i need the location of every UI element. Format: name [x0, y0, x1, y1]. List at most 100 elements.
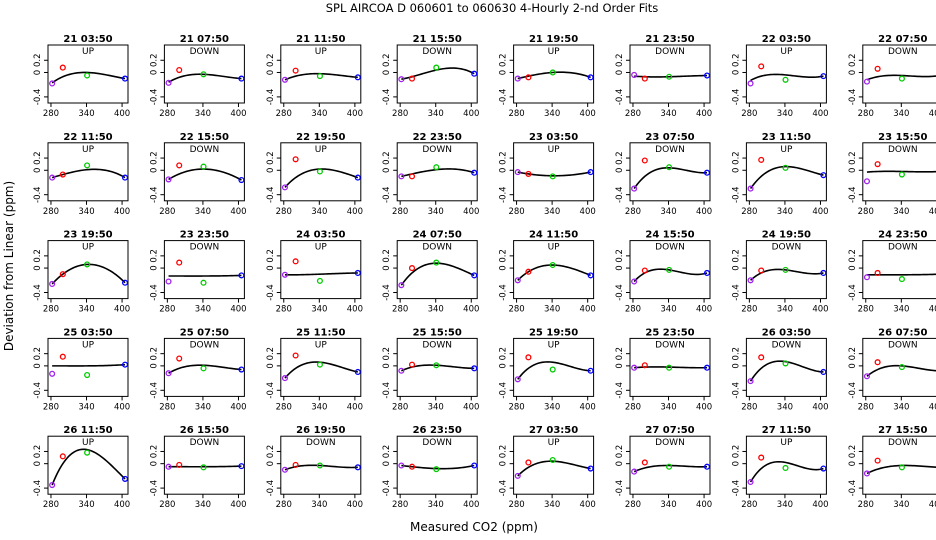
- x-tick-label: 400: [347, 500, 363, 510]
- standard-point: [525, 170, 532, 177]
- plot-frame: [862, 337, 936, 397]
- plot-frame: [629, 44, 711, 104]
- y-tick-label: 0.2: [848, 445, 858, 459]
- x-tick-label: 280: [508, 500, 524, 510]
- panel: 25 07:50 DOWN 280 340 400 -0.4 0 0.2: [149, 327, 246, 412]
- x-tick-label: 400: [463, 207, 479, 217]
- panel-direction-label: DOWN: [655, 145, 685, 155]
- y-tick-label: -0.4: [149, 89, 159, 106]
- plot-frame: [280, 435, 362, 495]
- x-tick-label: 280: [858, 109, 874, 119]
- y-tick-label: 0: [266, 168, 276, 173]
- x-tick-label: 400: [347, 109, 363, 119]
- y-tick-label: -0.4: [33, 480, 43, 497]
- panel: 26 03:50 DOWN 280 340 400 -0.4 0 0.2: [731, 327, 828, 412]
- x-tick-label: 340: [311, 500, 327, 510]
- standard-point: [398, 462, 405, 469]
- x-tick-label: 400: [347, 402, 363, 412]
- plot-frame: [47, 435, 129, 495]
- x-tick-label: 280: [276, 207, 292, 217]
- y-tick-label: 0: [382, 168, 392, 173]
- y-tick-label: 0: [731, 70, 741, 75]
- panel-title: 25 15:50: [413, 327, 462, 338]
- panel: 23 23:50 DOWN 280 340 400 -0.4 0 0.2: [149, 230, 246, 315]
- panel-title: 24 23:50: [878, 230, 927, 241]
- panel: 25 15:50 DOWN 280 340 400 -0.4 0 0.2: [382, 327, 479, 412]
- y-tick-label: -0.4: [382, 382, 392, 399]
- y-tick-label: 0: [149, 70, 159, 75]
- x-tick-label: 280: [858, 402, 874, 412]
- standard-point: [200, 279, 207, 286]
- standard-point: [59, 64, 66, 71]
- standard-point: [238, 366, 245, 373]
- standard-point: [471, 272, 478, 279]
- standard-point: [238, 272, 245, 279]
- y-tick-label: 0: [615, 168, 625, 173]
- standard-point: [281, 76, 288, 83]
- standard-point: [316, 277, 323, 284]
- standard-point: [863, 178, 870, 185]
- x-tick-label: 400: [812, 500, 828, 510]
- y-tick-label: 0.2: [33, 445, 43, 459]
- x-tick-label: 340: [777, 207, 793, 217]
- y-tick-label: 0: [731, 461, 741, 466]
- standard-point: [84, 162, 91, 169]
- panel-title: 24 11:50: [529, 230, 578, 241]
- standard-point: [281, 184, 288, 191]
- standard-point: [758, 354, 765, 361]
- y-tick-label: -0.4: [382, 480, 392, 497]
- x-tick-label: 400: [347, 207, 363, 217]
- panel-direction-label: DOWN: [422, 47, 452, 57]
- standard-point: [238, 75, 245, 82]
- panel-title: 25 03:50: [63, 327, 112, 338]
- standard-point: [631, 468, 638, 475]
- panel-direction-label: DOWN: [888, 47, 918, 57]
- fit-curve: [168, 274, 242, 277]
- standard-point: [354, 368, 361, 376]
- standard-point: [316, 73, 323, 80]
- panel: 22 23:50 DOWN 280 340 400 -0.4 0 0.2: [382, 132, 479, 217]
- standard-point: [121, 174, 129, 181]
- y-tick-label: 0: [615, 265, 625, 270]
- fit-curve: [168, 364, 242, 374]
- x-tick-label: 340: [428, 402, 444, 412]
- plot-frame: [629, 142, 711, 202]
- standard-point: [433, 466, 440, 473]
- x-tick-label: 400: [114, 207, 130, 217]
- standard-point: [59, 353, 66, 360]
- standard-point: [316, 168, 323, 175]
- x-tick-label: 280: [858, 500, 874, 510]
- standard-point: [863, 78, 870, 85]
- plot-frame: [163, 337, 245, 397]
- panel: 23 07:50 DOWN 280 340 400 -0.4 0 0.2: [615, 132, 712, 217]
- panel: 21 11:50 UP 280 340 400 -0.4 0 0.2: [266, 34, 363, 119]
- panel: 22 07:50 DOWN 280 340 400 -0.4 0 0.2: [848, 34, 936, 119]
- standard-point: [121, 475, 129, 482]
- y-tick-label: -0.4: [848, 284, 858, 301]
- y-tick-label: 0.2: [33, 249, 43, 263]
- y-tick-label: -0.4: [499, 480, 509, 497]
- x-tick-label: 280: [276, 109, 292, 119]
- x-tick-label: 400: [114, 305, 130, 315]
- standard-point: [863, 373, 870, 380]
- panel: 24 23:50 DOWN 280 340 400 -0.4 0 0.2: [848, 230, 936, 315]
- y-tick-label: -0.4: [615, 284, 625, 301]
- x-tick-label: 280: [741, 207, 757, 217]
- standard-point: [471, 169, 478, 176]
- x-tick-label: 280: [508, 402, 524, 412]
- panel-direction-label: UP: [780, 47, 793, 57]
- x-tick-label: 340: [195, 305, 211, 315]
- standard-point: [703, 463, 711, 470]
- x-tick-label: 340: [893, 305, 909, 315]
- x-tick-label: 340: [660, 402, 676, 412]
- panel: 25 19:50 UP 280 340 400 -0.4 0 0.2: [499, 327, 596, 412]
- panel-direction-label: UP: [82, 340, 95, 350]
- panel-title: 21 23:50: [645, 34, 694, 45]
- x-tick-label: 400: [347, 305, 363, 315]
- y-tick-label: 0: [615, 363, 625, 368]
- standard-point: [525, 459, 532, 466]
- fit-curve: [866, 74, 936, 81]
- y-tick-label: 0: [499, 461, 509, 466]
- x-tick-label: 340: [544, 402, 560, 412]
- y-tick-label: 0.2: [266, 445, 276, 459]
